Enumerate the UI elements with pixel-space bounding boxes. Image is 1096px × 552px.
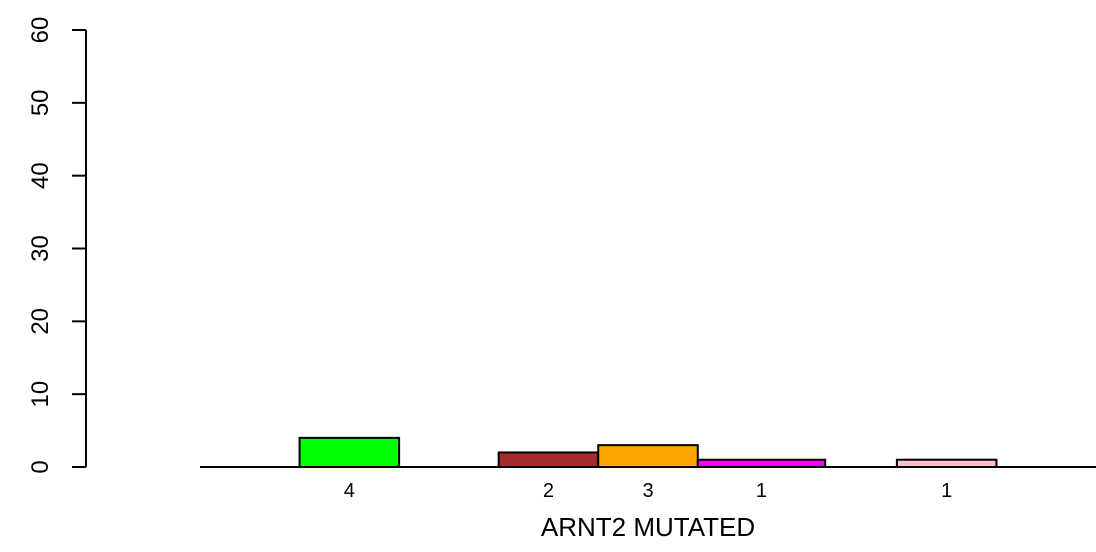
bar-1 xyxy=(497,451,600,468)
y-tick-label: 30 xyxy=(27,235,54,262)
count-labels: 4 2 3 1 1 xyxy=(344,480,952,502)
y-axis: 0 10 20 30 40 50 60 xyxy=(27,17,87,474)
bars-group xyxy=(298,436,998,469)
bar-0 xyxy=(298,436,401,469)
bar-count-label: 2 xyxy=(543,480,554,502)
y-tick-label: 60 xyxy=(27,17,54,44)
y-tick-label: 10 xyxy=(27,381,54,408)
bar-2 xyxy=(597,444,699,468)
bar-count-label: 4 xyxy=(344,480,355,502)
bar-count-label: 1 xyxy=(941,480,952,502)
y-tick-label: 50 xyxy=(27,89,54,116)
x-axis-label: ARNT2 MUTATED xyxy=(541,512,755,542)
bar-count-label: 1 xyxy=(756,480,767,502)
bar-3 xyxy=(696,458,827,469)
y-tick-label: 0 xyxy=(27,460,54,473)
bar-count-label: 3 xyxy=(642,480,653,502)
bar-4 xyxy=(895,458,998,469)
y-tick-label: 40 xyxy=(27,162,54,189)
y-tick-label: 20 xyxy=(27,308,54,335)
